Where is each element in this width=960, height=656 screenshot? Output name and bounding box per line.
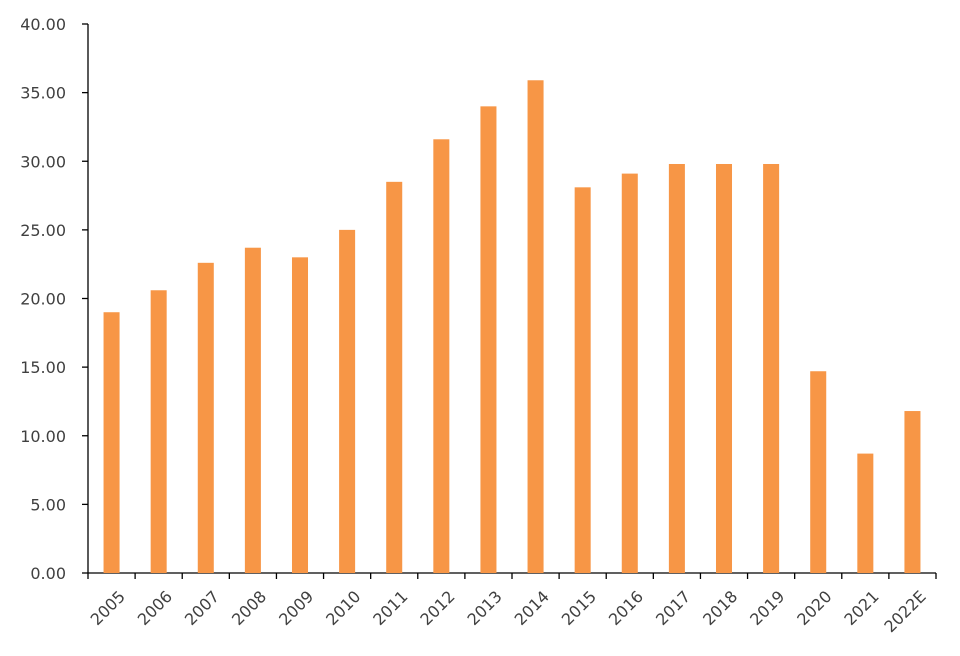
bar-2012	[433, 139, 450, 574]
y-tick-label: 20.00	[20, 290, 66, 309]
x-tick-label: 2015	[558, 587, 600, 629]
y-tick-label: 15.00	[20, 358, 66, 377]
bar-2015	[574, 187, 591, 573]
x-tick-label: 2017	[652, 587, 694, 629]
bar-2014	[527, 80, 544, 574]
y-tick-label: 0.00	[30, 564, 66, 583]
y-tick-label: 10.00	[20, 427, 66, 446]
bar-2018	[715, 163, 733, 573]
x-tick-label: 2018	[699, 587, 741, 629]
bar-2006	[150, 290, 167, 573]
x-tick-label: 2011	[369, 587, 411, 629]
bar-2020	[810, 371, 827, 573]
bar-2022E	[904, 411, 921, 573]
y-tick-label: 5.00	[30, 495, 66, 514]
x-tick-label: 2020	[793, 587, 835, 629]
bar-2011	[386, 181, 403, 573]
bar-2021	[857, 453, 874, 573]
bar-2017	[668, 163, 685, 573]
y-tick-label: 35.00	[20, 84, 66, 103]
bar-2010	[339, 229, 356, 573]
x-tick-label: 2013	[464, 587, 506, 629]
y-tick-label: 25.00	[20, 221, 66, 240]
x-tick-label: 2014	[511, 587, 553, 629]
x-tick-label: 2008	[228, 587, 270, 629]
bar-2005	[103, 312, 120, 573]
bar-2019	[763, 163, 780, 573]
x-tick-label: 2006	[134, 587, 176, 629]
y-tick-label: 40.00	[20, 15, 66, 34]
bar-2007	[197, 262, 214, 573]
x-tick-label: 2005	[87, 587, 129, 629]
bar-2013	[480, 106, 497, 573]
x-tick-label: 2021	[840, 587, 882, 629]
x-tick-label: 2022E	[880, 587, 929, 636]
x-tick-label: 2012	[416, 587, 458, 629]
bar-series	[103, 80, 921, 574]
x-tick-label: 2016	[605, 587, 647, 629]
x-tick-label: 2010	[322, 587, 364, 629]
x-tick-label: 2009	[275, 587, 317, 629]
bar-2016	[621, 173, 638, 574]
bar-2009	[291, 257, 309, 573]
bar-2008	[244, 247, 261, 573]
x-tick-label: 2007	[181, 587, 223, 629]
y-axis: 0.00 5.00 10.00 15.00 20.00 25.00 30.00 35.00 40…	[20, 15, 88, 583]
x-axis: 2005 2006 2007 2008 2009 2010 2011 2012 2013 2014…	[87, 573, 937, 636]
x-tick-label: 2019	[746, 587, 788, 629]
y-tick-label: 30.00	[20, 152, 66, 171]
